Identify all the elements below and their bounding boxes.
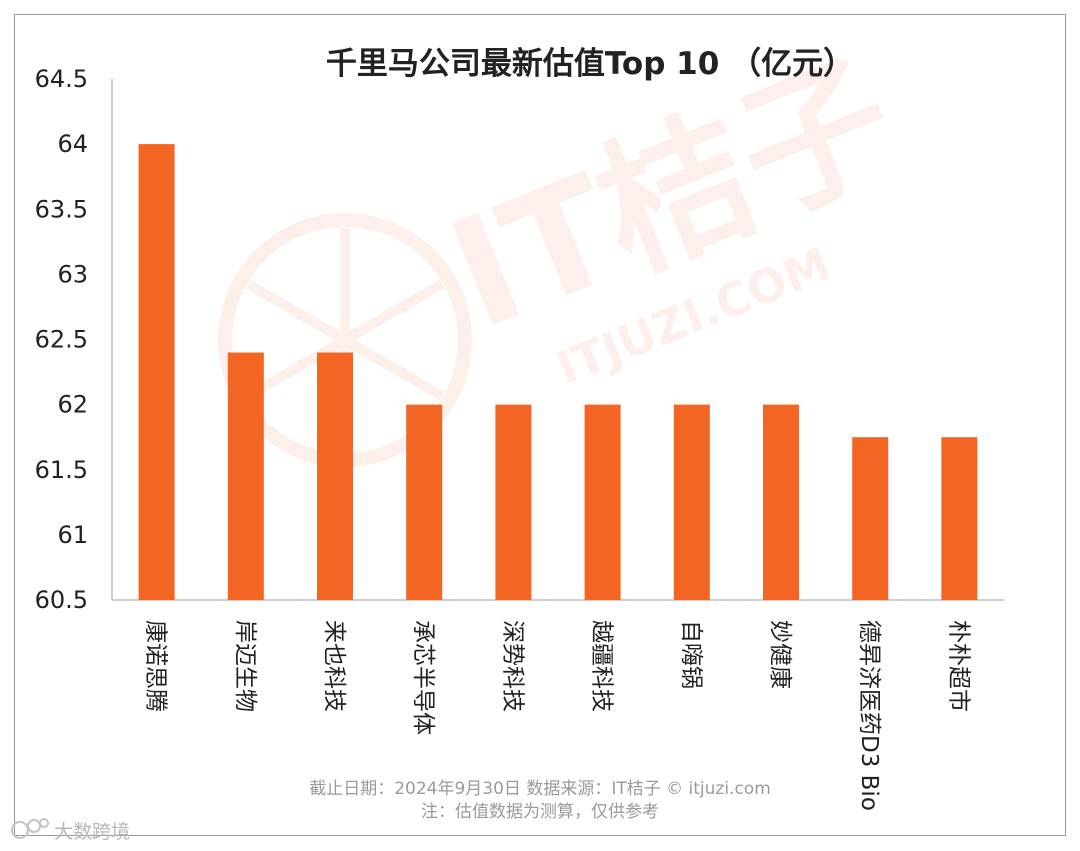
y-tick-label: 61.5	[35, 456, 88, 484]
x-tick-label: 朴朴超市	[945, 620, 971, 712]
bar	[584, 404, 621, 600]
y-tick-label: 64.5	[35, 65, 88, 93]
bar	[317, 352, 353, 600]
bar	[941, 437, 978, 600]
footer-note: 注：估值数据为测算，仅供参考	[421, 802, 659, 822]
bar	[673, 404, 710, 600]
x-tick-label: 德昇济医药D3 Bio	[856, 620, 882, 811]
y-tick-label: 62.5	[35, 326, 88, 354]
logo-icon	[11, 818, 49, 839]
x-tick-label: 妙健康	[767, 620, 793, 689]
y-tick-label: 64	[57, 130, 88, 158]
bar	[495, 404, 532, 600]
bar	[852, 437, 889, 600]
x-tick-label: 自嗨锅	[678, 620, 704, 689]
corner-mark-text: 大数跨境	[54, 821, 130, 843]
bar	[227, 352, 264, 600]
x-tick-label: 承芯半导体	[410, 620, 436, 735]
y-tick-label: 60.5	[35, 586, 88, 614]
bar	[138, 144, 175, 600]
x-tick-label: 岸迈生物	[232, 620, 258, 712]
bar	[406, 404, 443, 600]
x-axis-tick-labels: 康诺思腾 岸迈生物 来也科技 承芯半导体 深势科技 越疆科技 自嗨锅 妙健康 德昇济医药D3 B…	[143, 620, 972, 811]
x-tick-label: 越疆科技	[589, 620, 615, 712]
x-tick-label: 康诺思腾	[143, 620, 169, 712]
y-tick-label: 61	[57, 521, 88, 549]
bars-group	[138, 144, 978, 600]
chart-title: 千里马公司最新估值Top 10 （亿元）	[326, 46, 854, 82]
corner-mark: 大数跨境	[11, 818, 130, 843]
y-tick-label: 63.5	[35, 195, 88, 223]
footer-source: 截止日期：2024年9月30日 数据来源：IT桔子 © itjuzi.com	[309, 779, 771, 799]
bar	[763, 404, 799, 600]
x-tick-label: 深势科技	[499, 620, 525, 712]
y-tick-label: 62	[57, 391, 88, 419]
y-tick-label: 63	[57, 260, 88, 288]
y-axis-tick-labels: 64.5 64 63.5 63 62.5 62 61.5 61 60.5	[35, 65, 88, 614]
x-tick-label: 来也科技	[321, 620, 347, 712]
chart-frame	[14, 14, 1066, 836]
